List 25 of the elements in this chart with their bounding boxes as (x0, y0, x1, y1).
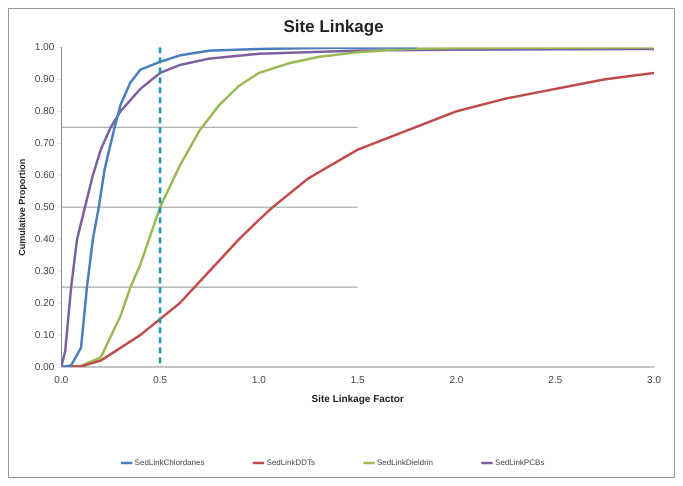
x-tick-label: 3.0 (647, 374, 662, 386)
y-tick-label: 0.50 (34, 202, 55, 213)
x-tick-label: 0.5 (153, 374, 168, 386)
y-tick-label: 0.10 (34, 330, 55, 341)
y-tick-label: 0.80 (34, 106, 55, 118)
y-tick-label: 0.20 (34, 298, 55, 309)
x-tick-label: 1.0 (252, 374, 266, 386)
chart-title: Site Linkage (283, 16, 384, 36)
legend-label: SedLinkDDTs (266, 458, 315, 468)
y-tick-label: 0.70 (34, 138, 55, 150)
y-tick-label: 0.40 (34, 234, 55, 245)
x-axis-title: Site Linkage Factor (312, 394, 404, 405)
y-tick-label: 0.60 (34, 170, 55, 181)
x-tick-label: 1.5 (350, 374, 366, 386)
y-axis-title: Cumulative Proportion (16, 158, 27, 256)
legend-label: SedLinkPCBs (494, 458, 544, 468)
x-tick-label: 2.0 (449, 374, 464, 386)
x-tick-label: 2.5 (548, 374, 563, 386)
y-tick-label: 1.00 (34, 42, 55, 54)
x-tick-label: 0.0 (54, 374, 69, 386)
legend-label: SedLinkChlordanes (134, 458, 204, 468)
y-tick-label: 0.90 (34, 74, 55, 86)
y-tick-label: 0.30 (34, 266, 55, 277)
legend-label: SedLinkDieldrin (376, 458, 433, 468)
y-tick-label: 0.00 (34, 362, 55, 373)
